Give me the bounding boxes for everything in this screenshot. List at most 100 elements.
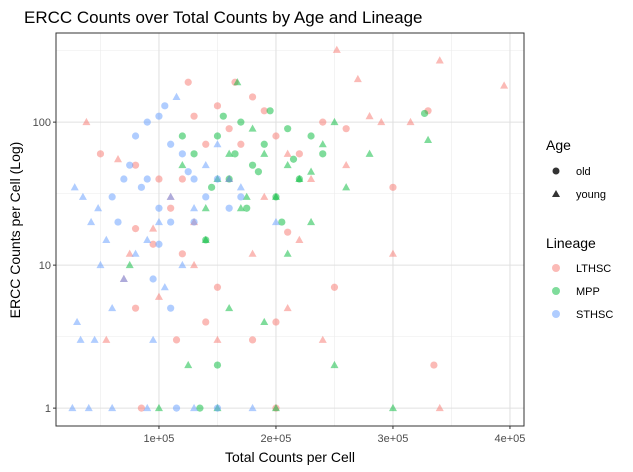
- point-sthsc-0: [126, 161, 134, 169]
- point-lthsc-0: [96, 150, 105, 158]
- point-lthsc-12: [272, 132, 280, 140]
- point-mpp-0: [190, 150, 198, 158]
- point-mpp-49: [154, 403, 163, 412]
- point-sthsc-45: [225, 174, 234, 183]
- chart-title: ERCC Counts over Total Counts by Age and…: [24, 8, 423, 27]
- point-lthsc-13: [295, 150, 303, 158]
- point-mpp-51: [242, 192, 251, 200]
- point-sthsc-27: [78, 192, 87, 200]
- x-axis-ticks: 1e+05 2e+05 3e+05 4e+05: [144, 426, 526, 445]
- point-lthsc-61: [295, 235, 304, 243]
- point-sthsc-19: [114, 218, 122, 226]
- point-mpp-25: [201, 235, 210, 243]
- point-mpp-12: [243, 204, 251, 212]
- point-sthsc-12: [190, 218, 198, 226]
- point-lthsc-47: [332, 45, 341, 53]
- point-lthsc-5: [190, 112, 198, 120]
- point-mpp-20: [307, 132, 315, 140]
- point-mpp-5: [260, 140, 268, 148]
- point-sthsc-9: [108, 193, 116, 201]
- point-lthsc-26: [272, 318, 280, 326]
- point-mpp-17: [266, 107, 274, 115]
- point-lthsc-25: [248, 336, 257, 344]
- point-sthsc-46: [236, 183, 245, 191]
- point-lthsc-45: [435, 56, 444, 64]
- point-lthsc-34: [82, 117, 91, 126]
- point-lthsc-49: [365, 112, 374, 120]
- point-sthsc-40: [166, 192, 175, 200]
- point-lthsc-27: [430, 361, 438, 369]
- point-sthsc-29: [94, 204, 103, 212]
- point-mpp-16: [254, 168, 263, 176]
- point-lthsc-11: [260, 107, 268, 115]
- point-lthsc-18: [184, 78, 192, 86]
- point-lthsc-53: [213, 335, 222, 343]
- point-sthsc-52: [143, 403, 152, 412]
- point-lthsc-32: [137, 404, 146, 412]
- point-mpp-11: [420, 109, 429, 118]
- point-sthsc-31: [73, 317, 82, 326]
- point-mpp-37: [365, 149, 374, 157]
- point-lthsc-54: [248, 249, 257, 257]
- point-sthsc-47: [172, 92, 181, 100]
- point-mpp-52: [307, 167, 316, 175]
- point-mpp-14: [219, 112, 227, 120]
- point-mpp-13: [231, 150, 239, 158]
- legend-lthsc-label: LTHSC: [576, 263, 611, 275]
- point-mpp-34: [307, 217, 316, 226]
- grid-minor: [56, 33, 524, 426]
- point-lthsc-23: [213, 283, 222, 291]
- point-sthsc-48: [271, 217, 280, 226]
- point-mpp-9: [284, 125, 292, 133]
- point-sthsc-16: [149, 275, 157, 283]
- point-lthsc-58: [435, 403, 444, 412]
- point-sthsc-22: [237, 193, 245, 201]
- point-sthsc-53: [190, 403, 199, 412]
- point-sthsc-23: [155, 240, 163, 248]
- point-sthsc-32: [76, 335, 85, 343]
- point-lthsc-30: [202, 318, 210, 326]
- point-lthsc-1: [131, 161, 140, 169]
- point-sthsc-56: [160, 283, 169, 291]
- point-mpp-29: [248, 124, 257, 132]
- point-mpp-1: [213, 132, 222, 140]
- point-lthsc-59: [125, 249, 134, 257]
- x-tick-label-3: 4e+05: [495, 433, 526, 445]
- point-sthsc-43: [201, 160, 210, 169]
- y-tick-label-0: 1: [45, 403, 51, 415]
- point-sthsc-41: [178, 260, 187, 269]
- point-sthsc-4: [161, 102, 169, 110]
- point-sthsc-42: [190, 204, 199, 212]
- point-mpp-21: [289, 155, 298, 163]
- point-sthsc-10: [155, 204, 163, 212]
- point-sthsc-20: [137, 183, 146, 191]
- point-mpp-48: [271, 403, 280, 412]
- legend-lineage-title: Lineage: [546, 235, 596, 251]
- point-lthsc-43: [377, 117, 386, 126]
- point-sthsc-38: [143, 235, 152, 243]
- point-mpp-38: [424, 135, 433, 143]
- point-lthsc-22: [178, 250, 186, 258]
- point-mpp-32: [283, 160, 292, 169]
- point-sthsc-8: [143, 175, 151, 183]
- point-sthsc-1: [131, 132, 140, 140]
- point-sthsc-49: [68, 403, 77, 412]
- point-lthsc-51: [154, 292, 163, 300]
- point-lthsc-4: [178, 175, 186, 183]
- legend-sthsc-key: [552, 310, 560, 318]
- point-lthsc-20: [131, 225, 140, 233]
- y-tick-label-1: 10: [39, 260, 51, 272]
- point-sthsc-7: [190, 175, 198, 183]
- x-tick-label-1: 2e+05: [261, 433, 292, 445]
- point-mpp-27: [225, 149, 234, 157]
- point-sthsc-37: [96, 260, 105, 269]
- point-mpp-3: [237, 118, 245, 126]
- y-axis-title: ERCC Counts per Cell (Log): [7, 142, 23, 319]
- point-sthsc-13: [202, 193, 210, 201]
- point-mpp-40: [233, 78, 242, 86]
- point-lthsc-52: [190, 260, 199, 269]
- point-mpp-44: [184, 360, 193, 369]
- point-lthsc-39: [260, 192, 269, 200]
- point-lthsc-28: [284, 228, 292, 236]
